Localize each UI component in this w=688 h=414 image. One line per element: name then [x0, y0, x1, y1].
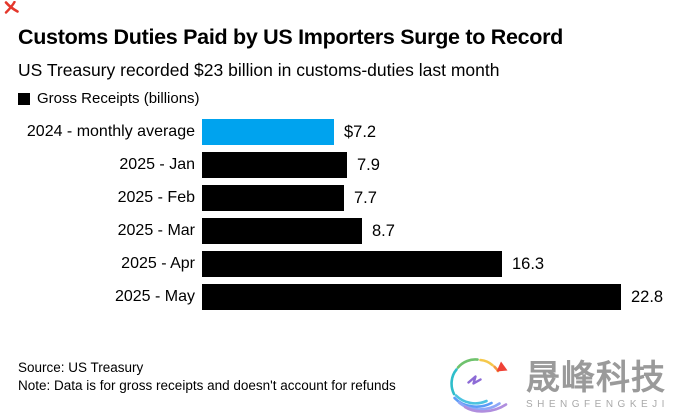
row-2025-mar: 2025 - Mar 8.7	[18, 218, 670, 244]
category-label: 2024 - monthly average	[26, 123, 195, 140]
row-2025-may: 2025 - May 22.8	[18, 284, 670, 310]
legend: Gross Receipts (billions)	[18, 90, 670, 107]
category-label: 2025 - May	[114, 288, 195, 305]
source-text: Source: US Treasury	[18, 360, 144, 375]
value-label: 7.9	[357, 155, 380, 174]
category-label: 2025 - Jan	[119, 156, 195, 173]
bar-2025-apr	[202, 251, 502, 277]
note-text: Note: Data is for gross receipts and doe…	[18, 377, 396, 393]
value-label: 7.7	[354, 188, 377, 207]
chart-subtitle: US Treasury recorded $23 billion in cust…	[18, 60, 500, 80]
legend-swatch-icon	[18, 92, 30, 105]
bar-2024-monthly-average	[202, 119, 334, 145]
value-label: 22.8	[631, 287, 664, 306]
watermark-name-zh: 晟峰科技	[526, 358, 666, 397]
bar-2025-jan	[202, 152, 347, 178]
value-label: 16.3	[512, 254, 545, 273]
bar-2025-mar	[202, 218, 362, 244]
bar-2025-may	[202, 284, 621, 310]
bar-2025-feb	[202, 185, 344, 211]
legend-label: Gross Receipts (billions)	[37, 90, 200, 107]
row-2024-monthly-average: 2024 - monthly average $7.2	[18, 119, 670, 145]
row-2025-jan: 2025 - Jan 7.9	[18, 152, 670, 178]
category-label: 2025 - Apr	[121, 255, 195, 272]
chart-title: Customs Duties Paid by US Importers Surg…	[18, 25, 564, 49]
row-2025-feb: 2025 - Feb 7.7	[18, 185, 670, 211]
value-label: 8.7	[372, 221, 395, 240]
watermark-swirl-logo-icon	[444, 350, 520, 414]
bar-chart: 2024 - monthly average $7.2 2025 - Jan 7…	[18, 119, 670, 310]
watermark: 晟峰科技 SHENGFENGKEJI	[444, 350, 669, 414]
watermark-name-latin: SHENGFENGKEJI	[526, 398, 669, 410]
row-2025-apr: 2025 - Apr 16.3	[18, 251, 670, 277]
value-label: $7.2	[344, 122, 377, 141]
corner-red-mark-icon	[4, 0, 19, 19]
category-label: 2025 - Mar	[117, 222, 195, 239]
footer: Source: US Treasury Note: Data is for gr…	[18, 359, 396, 394]
category-label: 2025 - Feb	[117, 189, 195, 206]
